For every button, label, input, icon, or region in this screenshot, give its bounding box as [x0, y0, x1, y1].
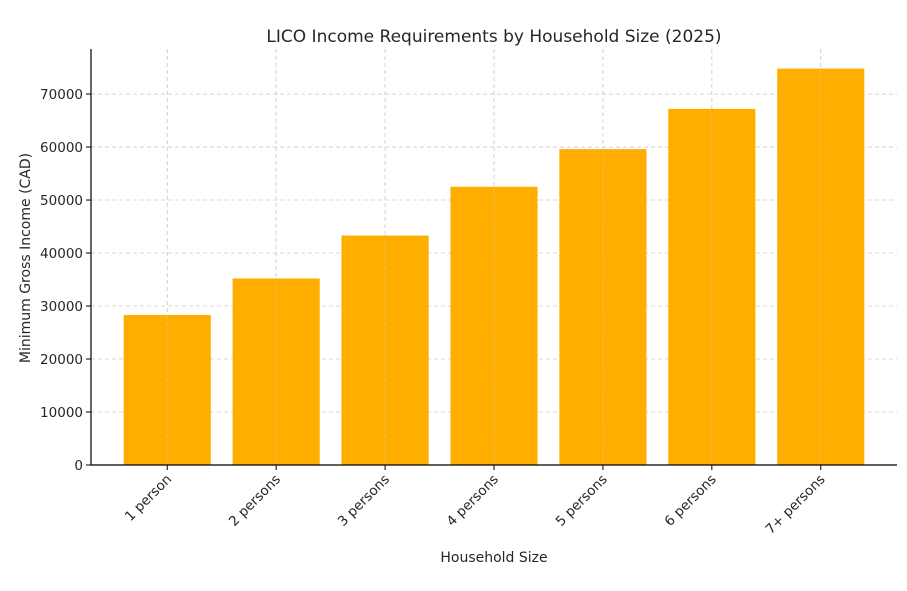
x-tick-label: 2 persons — [226, 472, 284, 530]
y-tick-label: 40000 — [40, 246, 83, 262]
y-axis-ticks: 0 10000 20000 30000 40000 50000 60000 70000 — [40, 87, 91, 474]
x-tick-label: 6 persons — [662, 472, 720, 530]
bar — [123, 315, 211, 465]
x-axis-label: Household Size — [440, 550, 547, 566]
chart-title: LICO Income Requirements by Household Si… — [266, 27, 721, 47]
y-tick-label: 50000 — [40, 193, 83, 209]
y-tick-label: 10000 — [40, 405, 83, 421]
y-tick-label: 60000 — [40, 140, 83, 156]
bar — [559, 149, 647, 465]
bars — [123, 49, 865, 466]
y-tick-label: 20000 — [40, 352, 83, 368]
y-tick-label: 0 — [74, 458, 83, 474]
x-tick-label: 1 person — [122, 472, 175, 525]
x-tick-label: 7+ persons — [762, 472, 828, 538]
x-tick-label: 4 persons — [444, 472, 502, 530]
x-tick-label: 3 persons — [335, 472, 393, 530]
y-axis-label: Minimum Gross Income (CAD) — [18, 153, 34, 363]
x-tick-label: 5 persons — [553, 472, 611, 530]
y-tick-label: 30000 — [40, 299, 83, 315]
y-tick-label: 70000 — [40, 87, 83, 103]
x-axis-ticks: 1 person 2 persons 3 persons 4 persons 5 per… — [122, 465, 829, 538]
